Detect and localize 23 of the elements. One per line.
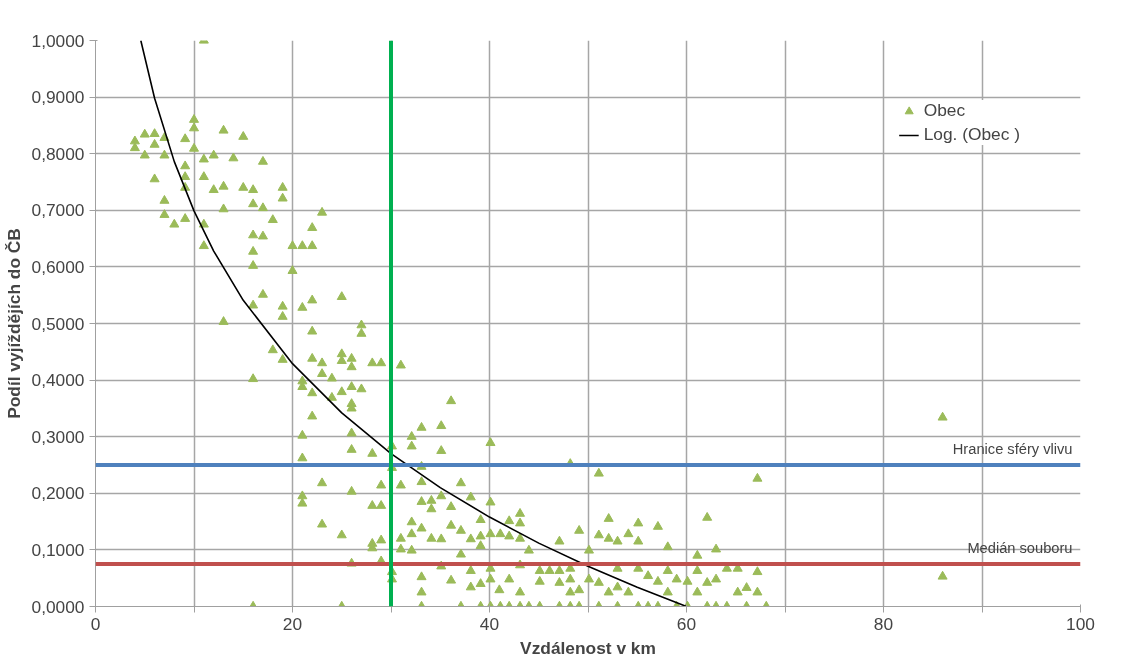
y-tick-label: 0,9000: [31, 87, 85, 108]
x-tick-label: 40: [479, 613, 500, 634]
ref-line-label: Hranice sféry vlivu: [952, 441, 1073, 457]
y-tick-label: 0,0000: [31, 596, 85, 617]
x-axis-title: Vzdálenost v km: [520, 637, 656, 658]
y-tick-label: 0,3000: [31, 426, 85, 447]
x-tick-label: 20: [282, 613, 303, 634]
legend-label: Obec: [923, 100, 966, 121]
ref-line-label: Medián souboru: [967, 540, 1073, 557]
y-tick-label: 0,6000: [31, 256, 85, 277]
x-tick-label: 80: [873, 613, 894, 634]
y-tick-label: 0,8000: [31, 143, 85, 164]
y-tick-label: 0,5000: [31, 313, 85, 334]
legend-label: Log. (Obec ): [923, 124, 1020, 145]
y-tick-label: 1,0000: [31, 30, 85, 51]
x-tick-label: 0: [90, 613, 101, 634]
x-tick-label: 100: [1066, 613, 1095, 634]
x-tick-label: 60: [676, 613, 697, 634]
y-axis-title: Podíl vyjíždějích do ČB: [3, 228, 24, 419]
y-tick-label: 0,1000: [31, 539, 85, 560]
y-tick-label: 0,2000: [31, 483, 85, 504]
y-tick-label: 0,4000: [31, 370, 85, 391]
y-tick-label: 0,7000: [31, 200, 85, 221]
